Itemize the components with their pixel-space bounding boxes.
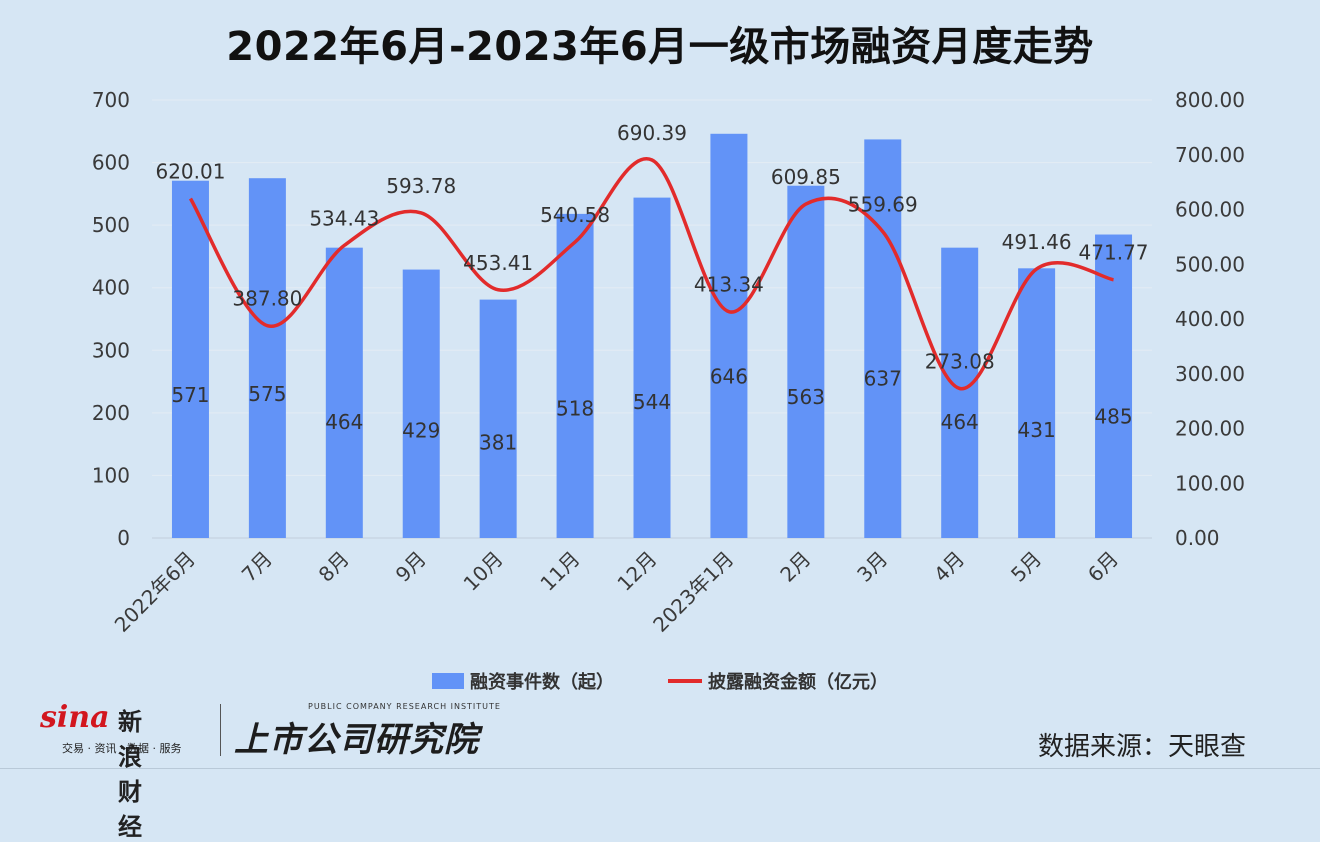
bar-data-label: 431 (1018, 418, 1056, 442)
x-tick-label: 7月 (237, 547, 277, 587)
sina-finance-logo-text: 新浪财经 (118, 708, 142, 841)
bar (1018, 268, 1056, 538)
bar (1095, 234, 1133, 538)
line-data-label: 491.46 (1002, 230, 1072, 254)
y-right-tick-label: 400.00 (1175, 307, 1245, 331)
y-right-tick-label: 0.00 (1175, 526, 1220, 550)
legend-label-line: 披露融资金额（亿元） (708, 671, 888, 693)
line-series (188, 157, 1114, 391)
bar-data-label: 464 (325, 410, 363, 434)
y-left-tick-label: 100 (92, 463, 130, 487)
line-data-label: 273.08 (925, 349, 995, 373)
bar (402, 269, 440, 538)
combo-chart: 571 575 464 429 381 518 544 646 563 637 464 431 485 6… (92, 88, 1245, 693)
line-data-label: 540.58 (540, 203, 610, 227)
x-tick-label: 12月 (612, 547, 661, 596)
x-tick-label: 9月 (391, 547, 431, 587)
x-tick-label: 2022年6月 (110, 547, 200, 637)
y-left-tick-label: 0 (117, 526, 130, 550)
bar-data-label: 544 (633, 390, 671, 414)
institute-logo-english: PUBLIC COMPANY RESEARCH INSTITUTE (308, 702, 501, 711)
y-left-tick-label: 700 (92, 88, 130, 112)
bar (479, 299, 517, 538)
line-data-label: 453.41 (463, 251, 533, 275)
line-data-label: 559.69 (848, 193, 918, 217)
line-data-label: 387.80 (232, 287, 302, 311)
bar (171, 180, 209, 538)
x-tick-label: 4月 (929, 547, 969, 587)
bar-series (171, 133, 1133, 539)
bar (248, 178, 286, 538)
bar-data-label: 464 (941, 410, 979, 434)
bar-data-label: 563 (787, 385, 825, 409)
data-labels: 571 575 464 429 381 518 544 646 563 637 464 431 485 6… (155, 121, 1148, 455)
y-left-tick-label: 400 (92, 276, 130, 300)
data-source: 数据来源：天眼查 (1037, 732, 1246, 762)
line-data-label: 609.85 (771, 165, 841, 189)
bar (864, 139, 902, 539)
y-right-tick-label: 300.00 (1175, 362, 1245, 386)
line-data-label: 620.01 (155, 160, 225, 184)
x-tick-label: 11月 (536, 547, 585, 596)
logo-divider (220, 704, 221, 756)
y-right-tick-label: 500.00 (1175, 252, 1245, 276)
legend-label-bar: 融资事件数（起） (470, 671, 614, 693)
bottom-divider (0, 768, 1320, 769)
sina-logo-tagline: 交易 · 资讯 · 数据 · 服务 (62, 742, 182, 755)
y-right-tick-label: 700.00 (1175, 143, 1245, 167)
legend-swatch-bar (432, 673, 464, 689)
x-tick-label: 10月 (459, 547, 508, 596)
legend: 融资事件数（起） 披露融资金额（亿元） (432, 671, 888, 693)
line-data-label: 471.77 (1079, 241, 1149, 265)
y-left-tick-label: 200 (92, 401, 130, 425)
y-left-tick-label: 300 (92, 338, 130, 362)
bar (941, 247, 979, 538)
y-right-tick-label: 800.00 (1175, 88, 1245, 112)
bar (556, 213, 594, 538)
x-tick-label: 2月 (775, 547, 815, 587)
chart-title: 2022年6月-2023年6月一级市场融资月度走势 (226, 24, 1094, 70)
bar-data-label: 429 (402, 419, 440, 443)
institute-logo-text: 上市公司研究院 (234, 720, 479, 760)
bar-data-label: 637 (864, 367, 902, 391)
y-left-tick-label: 500 (92, 213, 130, 237)
amount-line (188, 157, 1114, 391)
bar-data-label: 518 (556, 396, 594, 420)
x-tick-label: 2023年1月 (648, 547, 738, 637)
bar-data-label: 381 (479, 431, 517, 455)
bar-data-label: 485 (1094, 405, 1132, 429)
bar-data-label: 571 (171, 383, 209, 407)
y-right-tick-label: 600.00 (1175, 198, 1245, 222)
y-right-tick-label: 200.00 (1175, 417, 1245, 441)
sina-logo-word: sina (40, 700, 110, 735)
y-left-tick-label: 600 (92, 151, 130, 175)
line-data-label: 413.34 (694, 273, 764, 297)
bar (325, 247, 363, 538)
bar (787, 185, 825, 539)
x-tick-label: 3月 (852, 547, 892, 587)
x-tick-label: 5月 (1006, 547, 1046, 587)
line-data-label: 593.78 (386, 174, 456, 198)
line-data-label: 534.43 (309, 206, 379, 230)
x-tick-label: 8月 (314, 547, 354, 587)
bar-data-label: 646 (710, 364, 748, 388)
line-data-label: 690.39 (617, 121, 687, 145)
x-tick-label: 6月 (1083, 547, 1123, 587)
bar (633, 197, 671, 538)
bar-data-label: 575 (248, 382, 286, 406)
bar (710, 133, 748, 538)
y-right-tick-label: 100.00 (1175, 471, 1245, 495)
